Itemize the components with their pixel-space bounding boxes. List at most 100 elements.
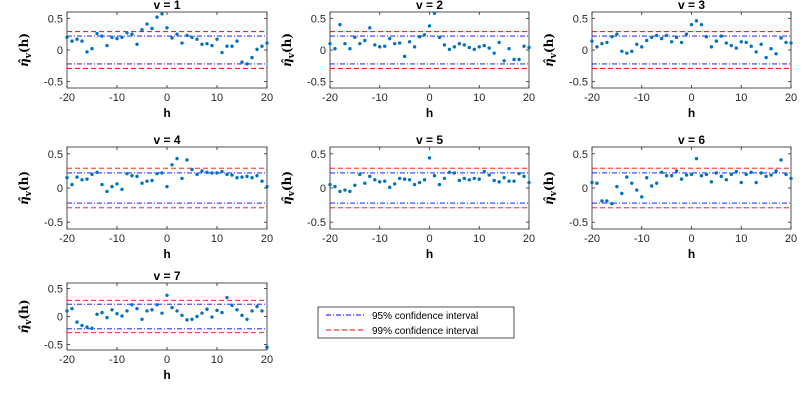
data-point — [734, 169, 738, 174]
data-point — [610, 35, 614, 39]
x-axis-label: h — [426, 106, 433, 120]
data-point — [729, 172, 733, 177]
x-axis-label: h — [688, 106, 695, 120]
data-point — [764, 174, 768, 179]
data-point — [70, 306, 74, 311]
data-point — [95, 31, 99, 36]
data-point — [422, 178, 427, 182]
data-point — [75, 320, 79, 324]
data-point — [497, 180, 501, 184]
data-point — [255, 47, 259, 52]
data-point — [645, 38, 649, 43]
data-point — [145, 309, 149, 313]
data-point — [165, 26, 169, 30]
subplot-title: v = 5 — [416, 133, 443, 147]
data-point — [457, 178, 462, 183]
data-point — [432, 11, 437, 15]
axes-box — [591, 146, 792, 230]
data-point — [640, 45, 644, 49]
data-point — [358, 172, 362, 177]
data-point — [265, 184, 269, 189]
data-point — [507, 179, 511, 183]
y-tick-label: -0.5 — [307, 77, 326, 89]
data-point — [472, 176, 476, 181]
data-point — [452, 45, 457, 49]
subplot-title: v = 3 — [678, 0, 705, 12]
data-point — [230, 173, 234, 177]
data-point — [477, 177, 481, 181]
subplot-3: -20 -10 0 10 20 -0.5 0 0.5 v = 3 h η̂v(h) — [542, 0, 797, 120]
x-tick-label: 0 — [164, 233, 170, 245]
data-point — [235, 39, 239, 43]
data-point — [230, 44, 234, 48]
data-point — [669, 174, 674, 178]
data-point — [442, 43, 447, 47]
x-tick-label: 10 — [211, 354, 223, 366]
data-point — [769, 173, 773, 177]
x-tick-label: -20 — [322, 92, 338, 104]
data-point — [105, 315, 109, 320]
data-point — [764, 55, 768, 60]
y-axis-label: η̂v(h) — [17, 33, 34, 67]
data-point — [615, 32, 619, 36]
data-point — [635, 42, 639, 46]
y-tick-label: -0.5 — [44, 77, 63, 89]
data-point — [115, 182, 119, 186]
data-point — [605, 40, 609, 45]
data-point — [195, 37, 199, 41]
data-point — [245, 62, 249, 66]
data-point — [789, 41, 793, 45]
data-point — [185, 33, 189, 38]
data-point — [348, 189, 352, 194]
data-point — [704, 35, 709, 39]
data-point — [210, 171, 214, 175]
data-point — [338, 22, 342, 27]
data-point — [432, 174, 437, 178]
data-point — [522, 174, 526, 179]
subplot-title: v = 4 — [153, 133, 180, 147]
data-point — [250, 55, 254, 60]
data-point — [150, 178, 154, 183]
data-point — [145, 22, 149, 26]
data-point — [373, 43, 377, 47]
data-point — [65, 176, 69, 180]
data-point — [522, 44, 526, 48]
data-point — [225, 44, 229, 48]
data-point — [625, 175, 629, 179]
data-point — [684, 32, 689, 36]
data-point — [368, 26, 372, 30]
y-tick-label: -0.5 — [569, 77, 588, 89]
data-point — [595, 181, 599, 185]
x-tick-label: -10 — [634, 233, 650, 245]
data-point — [650, 35, 654, 40]
data-point — [719, 34, 724, 38]
y-tick-label: 0.5 — [573, 13, 588, 25]
data-point — [80, 178, 84, 182]
data-point — [140, 317, 144, 321]
data-point — [679, 40, 684, 45]
data-point — [245, 317, 249, 321]
data-point — [383, 179, 387, 183]
data-point — [95, 312, 99, 316]
data-point — [472, 47, 476, 52]
subplot-1: -20 -10 0 10 20 -0.5 0 0.5 v = 1 h η̂v(h) — [17, 0, 273, 120]
data-point — [110, 308, 114, 312]
data-point — [125, 31, 129, 35]
data-point — [759, 42, 763, 46]
data-point — [437, 35, 442, 40]
data-point — [527, 180, 531, 185]
y-tick-label: 0.5 — [48, 284, 63, 296]
data-point — [353, 183, 357, 187]
x-tick-label: -10 — [372, 233, 388, 245]
data-point — [759, 171, 763, 175]
data-point — [343, 188, 347, 192]
data-point — [160, 171, 164, 175]
x-tick-label: 0 — [164, 354, 170, 366]
data-point — [704, 172, 709, 177]
y-tick-label: 0 — [582, 183, 588, 195]
y-tick-label: 0 — [57, 312, 63, 324]
data-point — [779, 36, 783, 40]
data-point — [527, 45, 531, 50]
data-point — [774, 169, 778, 173]
data-point — [200, 42, 204, 46]
